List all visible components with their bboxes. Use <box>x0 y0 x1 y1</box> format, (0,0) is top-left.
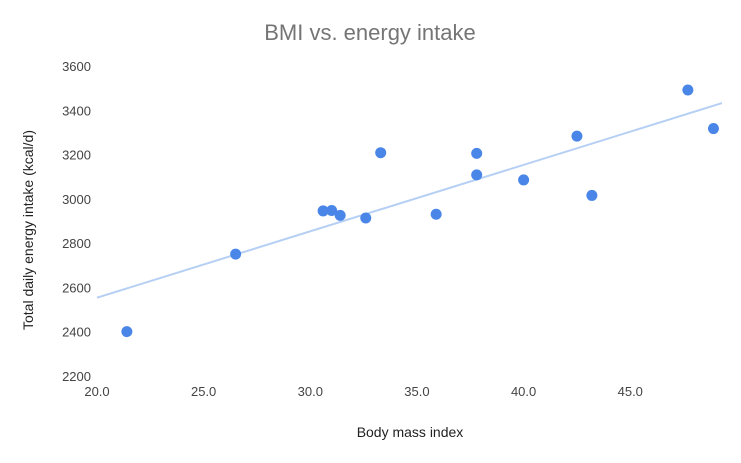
x-tick-label: 30.0 <box>298 384 323 399</box>
y-tick-label: 3200 <box>62 148 91 163</box>
y-tick-label: 2800 <box>62 236 91 251</box>
y-tick-label: 3400 <box>62 103 91 118</box>
data-point <box>375 147 387 159</box>
y-tick-label: 2400 <box>62 325 91 340</box>
data-point <box>430 208 442 220</box>
x-tick-label: 40.0 <box>511 384 536 399</box>
data-point <box>360 212 372 224</box>
plot-area: 2200 2400 2600 2800 3000 3200 3400 3600 20.0 25.0… <box>62 59 723 399</box>
data-point <box>326 204 338 216</box>
data-point <box>586 189 598 201</box>
data-point <box>317 205 329 217</box>
data-point <box>518 174 530 186</box>
chart-title: BMI vs. energy intake <box>264 20 476 45</box>
x-tick-label: 35.0 <box>404 384 429 399</box>
y-axis-label: Total daily energy intake (kcal/d) <box>20 130 36 330</box>
data-point <box>471 147 483 159</box>
trendline <box>96 102 723 299</box>
x-tick-label: 25.0 <box>191 384 216 399</box>
x-axis-label: Body mass index <box>357 424 464 440</box>
x-tick-label: 20.0 <box>84 384 109 399</box>
data-point <box>707 123 719 135</box>
data-point <box>121 326 133 338</box>
data-point <box>471 169 483 181</box>
x-tick-label: 45.0 <box>618 384 643 399</box>
y-tick-label: 2600 <box>62 280 91 295</box>
data-point <box>682 84 694 96</box>
y-tick-label: 2200 <box>62 369 91 384</box>
data-point <box>571 130 583 142</box>
data-point <box>230 248 242 260</box>
data-point <box>334 209 346 221</box>
y-tick-label: 3000 <box>62 192 91 207</box>
y-tick-label: 3600 <box>62 59 91 74</box>
